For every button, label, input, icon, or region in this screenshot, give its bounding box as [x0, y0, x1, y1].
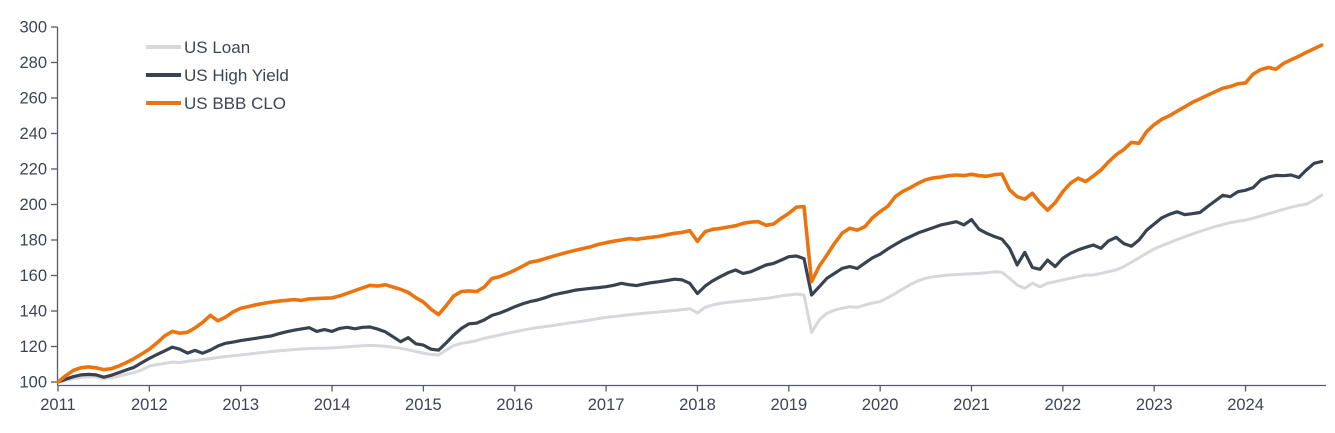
us-high-yield-line-swatch — [146, 73, 181, 77]
us-bbb-clo-line-swatch — [146, 101, 181, 105]
legend-item-us-loan: US Loan — [146, 33, 289, 61]
us-loan-line-swatch — [146, 45, 181, 49]
series-line-us-high-yield — [56, 159, 1324, 384]
x-tick-label: 2013 — [222, 396, 259, 414]
legend-label-us-bbb-clo: US BBB CLO — [184, 93, 287, 113]
y-tick-label: 120 — [19, 338, 47, 356]
x-tick-label: 2015 — [405, 396, 442, 414]
y-tick-label: 220 — [19, 161, 47, 179]
x-tick-label: 2021 — [953, 396, 990, 414]
x-tick-label: 2024 — [1227, 396, 1264, 414]
legend-item-us-bbb-clo: US BBB CLO — [146, 89, 289, 117]
chart-legend: US Loan US High Yield US BBB CLO — [146, 33, 289, 117]
x-tick-label: 2014 — [314, 396, 351, 414]
y-tick-label: 260 — [19, 90, 47, 108]
x-tick-label: 2016 — [496, 396, 533, 414]
legend-label-us-loan: US Loan — [184, 37, 251, 57]
x-tick-label: 2017 — [588, 396, 625, 414]
y-tick-label: 200 — [19, 196, 47, 214]
x-tick-label: 2022 — [1044, 396, 1081, 414]
x-tick-label: 2020 — [862, 396, 899, 414]
y-tick-label: 100 — [19, 374, 47, 392]
x-tick-label: 2012 — [131, 396, 168, 414]
x-tick-label: 2018 — [679, 396, 716, 414]
x-tick-label: 2023 — [1136, 396, 1173, 414]
y-tick-label: 280 — [19, 54, 47, 72]
series-line-us-loan — [56, 193, 1324, 384]
y-tick-label: 160 — [19, 267, 47, 285]
series-line-us-bbb-clo — [56, 43, 1324, 384]
y-tick-label: 300 — [19, 19, 47, 37]
x-tick-label: 2011 — [40, 396, 75, 414]
legend-item-us-high-yield: US High Yield — [146, 61, 289, 89]
y-tick-label: 240 — [19, 125, 47, 143]
legend-label-us-high-yield: US High Yield — [184, 65, 289, 85]
x-tick-label: 2019 — [770, 396, 807, 414]
y-tick-label: 180 — [19, 232, 47, 250]
y-tick-label: 140 — [19, 303, 47, 321]
